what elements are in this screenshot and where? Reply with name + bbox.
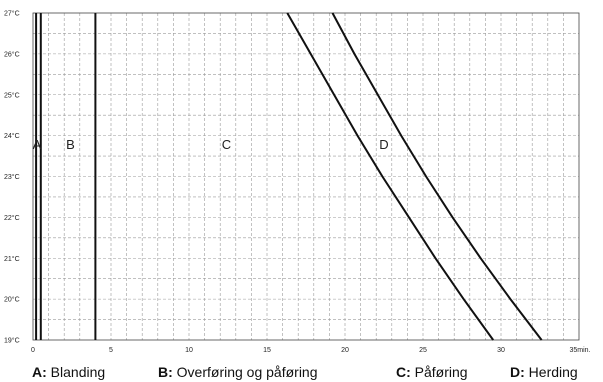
region-label-c: C (222, 137, 231, 152)
legend-key: A: (32, 364, 47, 380)
x-tick-label: 30 (497, 347, 505, 354)
x-unit-tick-label: 35min. (569, 347, 590, 354)
legend-key: B: (158, 364, 173, 380)
legend-item-a: A: Blanding (32, 364, 105, 380)
plot-frame (32, 12, 580, 341)
legend-label: Blanding (46, 364, 106, 380)
y-tick-label: 26°C (4, 50, 20, 58)
region-label-d: D (379, 137, 388, 152)
region-label-a: A (33, 137, 42, 152)
legend: A: Blanding B: Overføring og påføring C:… (0, 356, 603, 382)
legend-key: D: (510, 364, 525, 380)
grid (33, 13, 579, 340)
axis-ticks: 0 5 10 15 20 25 30 35min. 19°C 20°C 21°C 22°C 23°C 24… (4, 10, 591, 355)
x-tick-label: 20 (341, 347, 349, 354)
legend-label: Påføring (410, 364, 468, 380)
region-labels: A B C D (33, 137, 389, 152)
legend-label: Overføring og påføring (172, 364, 318, 380)
y-tick-label: 24°C (4, 132, 20, 140)
y-tick-label: 19°C (4, 337, 20, 345)
y-tick-label: 23°C (4, 173, 20, 181)
y-tick-label: 22°C (4, 214, 20, 222)
x-tick-label: 0 (31, 347, 35, 354)
legend-label: Herding (524, 364, 578, 380)
series-lines (35, 12, 543, 341)
temperature-time-chart: 0 5 10 15 20 25 30 35min. 19°C 20°C 21°C 22°C 23°C 24… (4, 10, 591, 355)
legend-key: C: (396, 364, 411, 380)
series-line-4 (286, 12, 495, 341)
y-tick-label: 20°C (4, 296, 20, 304)
legend-item-c: C: Påføring (396, 364, 468, 380)
x-tick-label: 5 (109, 347, 113, 354)
legend-item-b: B: Overføring og påføring (158, 364, 318, 380)
legend-item-d: D: Herding (510, 364, 578, 380)
y-tick-label: 27°C (4, 10, 20, 18)
x-tick-label: 25 (419, 347, 427, 354)
x-tick-label: 10 (185, 347, 193, 354)
y-tick-label: 21°C (4, 255, 20, 263)
region-label-b: B (66, 137, 75, 152)
y-tick-label: 25°C (4, 91, 20, 99)
x-tick-label: 15 (263, 347, 271, 354)
series-line-5 (331, 12, 543, 341)
